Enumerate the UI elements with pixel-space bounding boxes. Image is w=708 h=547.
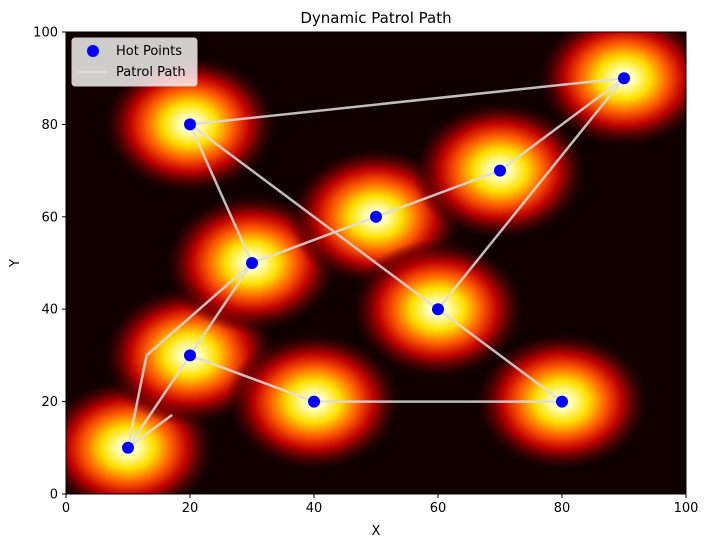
y-axis: 0 20 40 60 80 100 [33, 26, 66, 503]
x-axis: 0 20 40 60 80 100 [62, 494, 699, 516]
x-axis-label: X [372, 524, 381, 539]
hot-point [122, 441, 134, 454]
hot-point [246, 257, 258, 269]
patrol-path-layer [126, 76, 626, 450]
y-tick-label: 100 [33, 26, 58, 41]
x-tick-label: 40 [306, 501, 323, 516]
chart-title: Dynamic Patrol Path [300, 9, 451, 27]
y-tick-label: 0 [50, 488, 58, 503]
hot-point [308, 395, 320, 408]
y-tick-label: 40 [41, 303, 58, 318]
y-tick-label: 80 [41, 118, 58, 133]
y-axis-label: Y [8, 259, 23, 268]
x-tick-label: 0 [62, 501, 70, 516]
hot-point [494, 164, 506, 177]
x-tick-label: 20 [182, 501, 199, 516]
hot-point [184, 118, 196, 131]
y-tick-label: 60 [41, 210, 58, 225]
legend-hot-points-marker [87, 45, 99, 57]
hot-point [184, 349, 196, 362]
hot-point [432, 303, 444, 316]
hot-point [370, 210, 382, 223]
heat-spot [536, 32, 686, 149]
x-tick-label: 60 [430, 501, 447, 516]
x-tick-label: 80 [554, 501, 571, 516]
hot-point [556, 395, 568, 408]
hot-points-layer [122, 72, 630, 454]
hot-point [618, 72, 630, 85]
x-tick-label: 100 [674, 501, 699, 516]
plot-frame [65, 31, 687, 495]
y-tick-label: 20 [41, 395, 58, 410]
patrol-path-line [126, 76, 626, 450]
legend-box [71, 37, 198, 87]
legend-hot-points-label: Hot Points [116, 44, 182, 59]
legend: Hot Points Patrol Path [71, 37, 198, 87]
legend-patrol-path-label: Patrol Path [116, 65, 186, 80]
